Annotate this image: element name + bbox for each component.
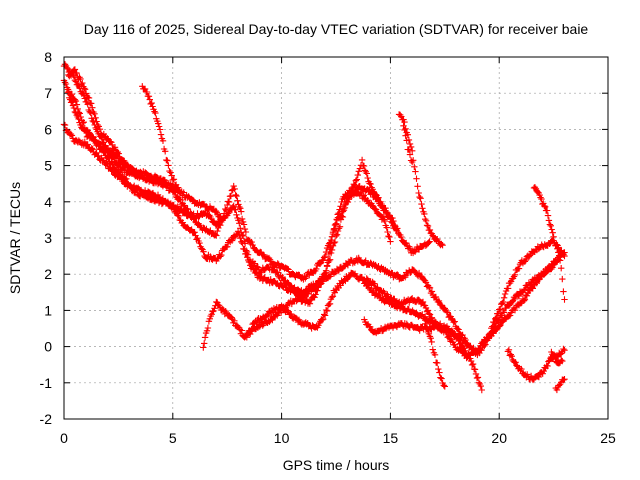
data-point-markers bbox=[400, 122, 416, 166]
data-point-markers bbox=[243, 237, 568, 362]
series-track-l bbox=[395, 111, 446, 249]
data-series bbox=[60, 61, 568, 394]
y-tick-label: 8 bbox=[44, 49, 52, 65]
series-track-r bbox=[487, 252, 564, 339]
x-axis-label: GPS time / hours bbox=[283, 457, 390, 473]
series-track-m bbox=[400, 122, 416, 166]
x-tick-label: 10 bbox=[274, 430, 290, 446]
y-tick-label: -1 bbox=[40, 375, 53, 391]
plot-frame bbox=[63, 56, 609, 420]
series-track-q bbox=[552, 376, 568, 394]
y-tick-label: -2 bbox=[40, 411, 53, 427]
y-axis-label: SDTVAR / TECUs bbox=[7, 182, 23, 294]
series-track-e bbox=[65, 66, 144, 182]
y-tick-label: 7 bbox=[44, 85, 52, 101]
series-track-n bbox=[530, 184, 568, 303]
series-track-h bbox=[243, 237, 568, 362]
data-point-markers bbox=[139, 83, 183, 195]
axis-ticks: 0 5 10 15 20 25 -2 -1 0 1 2 3 4 5 6 7 8 bbox=[40, 49, 616, 446]
y-tick-label: 4 bbox=[44, 194, 52, 210]
data-point-markers bbox=[395, 111, 446, 249]
y-tick-label: 0 bbox=[44, 339, 52, 355]
x-tick-label: 0 bbox=[60, 430, 68, 446]
x-tick-label: 5 bbox=[169, 430, 177, 446]
grid bbox=[64, 57, 608, 419]
series-track-k bbox=[422, 317, 448, 390]
data-point-markers bbox=[548, 348, 566, 367]
data-point-markers bbox=[65, 66, 144, 182]
data-point-markers bbox=[530, 184, 568, 303]
x-tick-label: 25 bbox=[600, 430, 616, 446]
y-tick-label: 1 bbox=[44, 302, 52, 318]
y-tick-label: 6 bbox=[44, 121, 52, 137]
y-tick-label: 3 bbox=[44, 230, 52, 246]
y-tick-label: 5 bbox=[44, 158, 52, 174]
series-track-p bbox=[548, 348, 566, 367]
y-tick-label: 2 bbox=[44, 266, 52, 282]
data-point-markers bbox=[552, 376, 568, 394]
x-tick-label: 15 bbox=[383, 430, 399, 446]
data-point-markers bbox=[422, 317, 448, 390]
series-track-j bbox=[361, 316, 485, 394]
series-track-f bbox=[139, 83, 183, 195]
chart-title: Day 116 of 2025, Sidereal Day-to-day VTE… bbox=[84, 21, 589, 37]
data-point-markers bbox=[361, 316, 485, 394]
data-point-markers bbox=[487, 252, 564, 339]
x-tick-label: 20 bbox=[491, 430, 507, 446]
